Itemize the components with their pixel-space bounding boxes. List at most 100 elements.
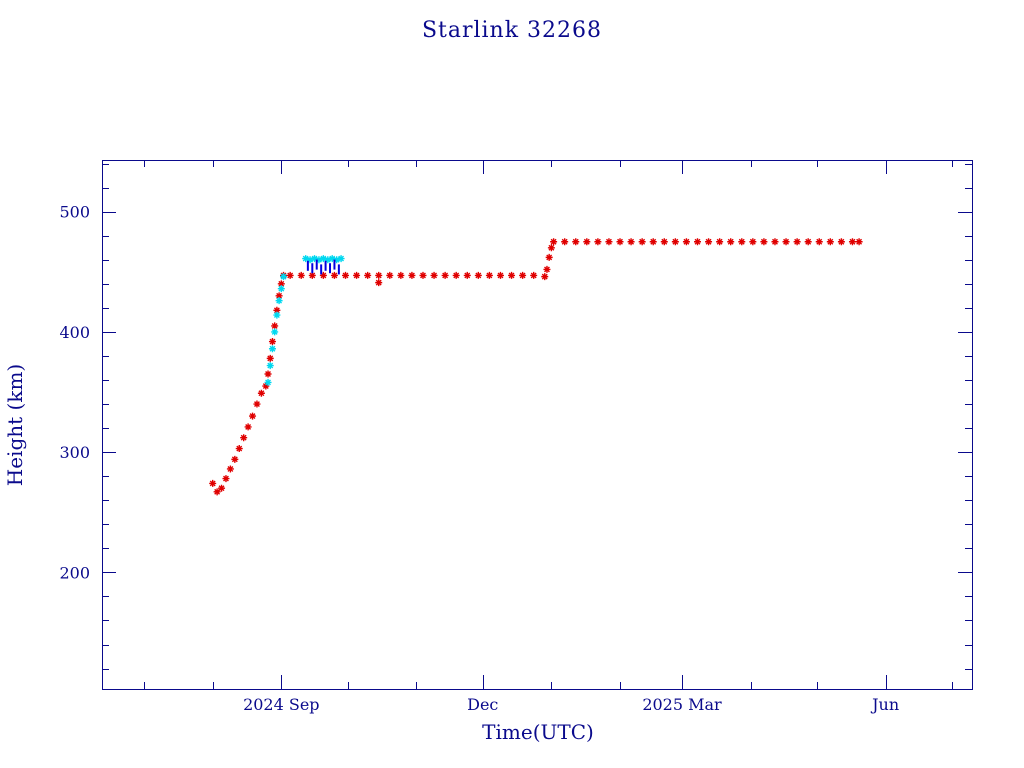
data-point — [222, 475, 230, 483]
data-point — [547, 244, 555, 252]
data-point — [682, 238, 690, 246]
y-tick-label: 300 — [59, 443, 90, 462]
data-point — [474, 271, 482, 279]
x-tick-label: Jun — [870, 695, 899, 714]
data-point — [408, 271, 416, 279]
data-point — [452, 271, 460, 279]
data-point — [308, 271, 316, 279]
data-point — [231, 455, 239, 463]
data-point — [315, 256, 323, 264]
data-point — [268, 338, 276, 346]
data-point — [333, 256, 341, 264]
data-point — [649, 238, 657, 246]
data-point — [793, 238, 801, 246]
data-point — [815, 238, 823, 246]
x-tick-label: 2025 Mar — [642, 695, 722, 714]
data-point — [716, 238, 724, 246]
y-tick-label: 400 — [59, 323, 90, 342]
data-point — [264, 378, 272, 386]
data-point — [826, 238, 834, 246]
data-point — [275, 297, 283, 305]
data-point — [660, 238, 668, 246]
data-points — [209, 238, 863, 496]
data-point — [375, 279, 383, 287]
data-point — [330, 271, 338, 279]
data-point — [235, 445, 243, 453]
x-axis-label: Time(UTC) — [482, 720, 594, 744]
y-tick-label: 500 — [59, 203, 90, 222]
data-point — [337, 255, 345, 263]
data-point — [605, 238, 613, 246]
data-point — [705, 238, 713, 246]
data-point — [561, 238, 569, 246]
data-point — [280, 273, 288, 281]
data-point — [386, 271, 394, 279]
x-axis: 2024 Sep Dec 2025 Mar Jun — [144, 160, 953, 714]
data-point — [253, 400, 261, 408]
data-point — [616, 238, 624, 246]
data-point — [342, 271, 350, 279]
data-point — [218, 484, 226, 492]
data-point — [277, 285, 285, 293]
data-point — [306, 256, 314, 264]
data-point — [543, 265, 551, 273]
data-point — [319, 255, 327, 263]
y-axis-label: Height (km) — [3, 364, 27, 486]
data-point — [848, 238, 856, 246]
data-point — [271, 322, 279, 330]
data-point — [268, 345, 276, 353]
data-point — [264, 370, 272, 378]
x-tick-label: 2024 Sep — [243, 695, 319, 714]
data-point — [209, 479, 217, 487]
data-point — [277, 280, 285, 288]
data-point — [550, 238, 558, 246]
y-axis: 200 300 400 500 — [59, 164, 972, 670]
data-point — [771, 238, 779, 246]
data-point — [302, 255, 310, 263]
y-tick-label: 200 — [59, 563, 90, 582]
data-point — [419, 271, 427, 279]
data-point — [266, 354, 274, 362]
data-point — [286, 271, 294, 279]
data-point — [627, 238, 635, 246]
data-point — [541, 273, 549, 281]
data-point — [441, 271, 449, 279]
data-point — [485, 271, 493, 279]
data-point — [738, 238, 746, 246]
data-point — [249, 412, 257, 420]
data-point — [257, 389, 265, 397]
data-point — [266, 362, 274, 370]
data-point — [244, 423, 252, 431]
data-point — [213, 488, 221, 496]
data-point — [297, 271, 305, 279]
data-point — [496, 271, 504, 279]
data-point — [364, 271, 372, 279]
data-point — [594, 238, 602, 246]
data-point — [508, 271, 516, 279]
data-point — [530, 271, 538, 279]
data-point — [727, 238, 735, 246]
data-point — [271, 328, 279, 336]
data-point — [430, 271, 438, 279]
data-point — [324, 256, 332, 264]
plot-frame — [102, 160, 973, 690]
data-point — [328, 255, 336, 263]
data-point — [353, 271, 361, 279]
data-point — [273, 306, 281, 314]
data-point — [519, 271, 527, 279]
data-point — [760, 238, 768, 246]
data-point — [226, 465, 234, 473]
data-point — [397, 271, 405, 279]
data-point — [240, 434, 248, 442]
data-point — [463, 271, 471, 279]
x-tick-label: Dec — [467, 695, 498, 714]
data-point — [749, 238, 757, 246]
data-point — [782, 238, 790, 246]
data-point — [855, 238, 863, 246]
data-point — [375, 271, 383, 279]
data-point — [583, 238, 591, 246]
data-point — [262, 382, 270, 390]
data-point — [545, 253, 553, 261]
data-point — [275, 292, 283, 300]
data-point — [311, 255, 319, 263]
